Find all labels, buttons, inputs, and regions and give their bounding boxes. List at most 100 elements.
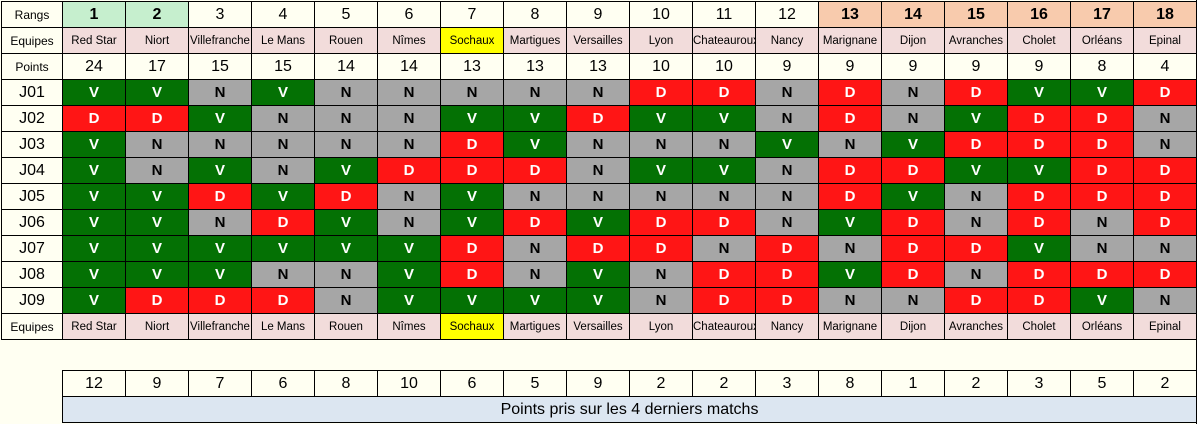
result-cell[interactable]: D [1007, 183, 1071, 210]
points-cell[interactable]: 13 [503, 53, 567, 80]
result-cell[interactable]: N [629, 131, 693, 158]
result-cell[interactable]: D [188, 287, 252, 314]
result-cell[interactable]: D [881, 235, 945, 262]
result-cell[interactable]: N [440, 79, 504, 106]
round-label[interactable]: J07 [1, 235, 63, 262]
team-cell[interactable]: Sochaux [440, 313, 504, 340]
result-cell[interactable]: V [692, 157, 756, 184]
team-cell[interactable]: Red Star [62, 313, 126, 340]
result-cell[interactable]: D [692, 287, 756, 314]
result-cell[interactable]: N [1070, 209, 1134, 236]
result-cell[interactable]: D [818, 157, 882, 184]
result-cell[interactable]: V [1007, 79, 1071, 106]
team-cell[interactable]: Versailles [566, 313, 630, 340]
points-cell[interactable]: 9 [881, 53, 945, 80]
result-cell[interactable]: V [125, 183, 189, 210]
round-label[interactable]: J08 [1, 261, 63, 288]
rank-cell[interactable]: 12 [755, 1, 819, 28]
result-cell[interactable]: D [1007, 209, 1071, 236]
round-label[interactable]: J06 [1, 209, 63, 236]
points-cell[interactable]: 9 [944, 53, 1008, 80]
team-cell[interactable]: Rouen [314, 27, 378, 54]
result-cell[interactable]: N [1070, 235, 1134, 262]
result-cell[interactable]: V [692, 105, 756, 132]
result-cell[interactable]: N [314, 105, 378, 132]
result-cell[interactable]: D [818, 105, 882, 132]
team-cell[interactable]: Avranches [944, 313, 1008, 340]
last-four-points-cell[interactable]: 1 [881, 370, 945, 397]
rank-cell[interactable]: 1 [62, 1, 126, 28]
rank-cell[interactable]: 8 [503, 1, 567, 28]
result-cell[interactable]: V [125, 235, 189, 262]
last-four-points-cell[interactable]: 7 [188, 370, 252, 397]
result-cell[interactable]: N [818, 287, 882, 314]
result-cell[interactable]: N [251, 105, 315, 132]
last-four-points-cell[interactable]: 5 [1070, 370, 1134, 397]
result-cell[interactable]: N [566, 157, 630, 184]
team-cell[interactable]: Avranches [944, 27, 1008, 54]
team-cell[interactable]: Marignane [818, 27, 882, 54]
rank-cell[interactable]: 18 [1133, 1, 1197, 28]
team-cell[interactable]: Lyon [629, 27, 693, 54]
last-four-points-cell[interactable]: 8 [818, 370, 882, 397]
result-cell[interactable]: D [188, 183, 252, 210]
result-cell[interactable]: N [755, 105, 819, 132]
team-cell[interactable]: Dijon [881, 27, 945, 54]
result-cell[interactable]: V [251, 235, 315, 262]
result-cell[interactable]: D [881, 261, 945, 288]
rank-cell[interactable]: 9 [566, 1, 630, 28]
result-cell[interactable]: N [692, 183, 756, 210]
result-cell[interactable]: N [1133, 235, 1197, 262]
result-cell[interactable]: D [881, 157, 945, 184]
result-cell[interactable]: V [251, 79, 315, 106]
result-cell[interactable]: N [377, 209, 441, 236]
points-cell[interactable]: 17 [125, 53, 189, 80]
points-cell[interactable]: 24 [62, 53, 126, 80]
result-cell[interactable]: N [881, 79, 945, 106]
result-cell[interactable]: N [881, 105, 945, 132]
rank-cell[interactable]: 2 [125, 1, 189, 28]
last-four-points-cell[interactable]: 9 [566, 370, 630, 397]
result-cell[interactable]: N [251, 157, 315, 184]
points-cell[interactable]: 14 [314, 53, 378, 80]
result-cell[interactable]: V [503, 131, 567, 158]
result-cell[interactable]: D [755, 235, 819, 262]
result-cell[interactable]: N [314, 79, 378, 106]
result-cell[interactable]: N [566, 131, 630, 158]
team-cell[interactable]: Chateauroux [692, 27, 756, 54]
result-cell[interactable]: N [314, 261, 378, 288]
result-cell[interactable]: D [629, 209, 693, 236]
result-cell[interactable]: D [1007, 287, 1071, 314]
result-cell[interactable]: D [755, 287, 819, 314]
result-cell[interactable]: V [314, 157, 378, 184]
result-cell[interactable]: V [881, 183, 945, 210]
result-cell[interactable]: N [629, 183, 693, 210]
team-cell[interactable]: Epinal [1133, 313, 1197, 340]
rank-cell[interactable]: 17 [1070, 1, 1134, 28]
result-cell[interactable]: N [1133, 105, 1197, 132]
rank-cell[interactable]: 5 [314, 1, 378, 28]
result-cell[interactable]: V [188, 157, 252, 184]
result-cell[interactable]: V [188, 105, 252, 132]
result-cell[interactable]: D [692, 261, 756, 288]
result-cell[interactable]: D [1007, 261, 1071, 288]
result-cell[interactable]: D [1070, 131, 1134, 158]
teams-label[interactable]: Equipes [1, 27, 63, 54]
result-cell[interactable]: D [818, 183, 882, 210]
points-cell[interactable]: 15 [188, 53, 252, 80]
result-cell[interactable]: N [125, 131, 189, 158]
rank-cell[interactable]: 10 [629, 1, 693, 28]
points-label[interactable]: Points [1, 53, 63, 80]
result-cell[interactable]: V [62, 209, 126, 236]
result-cell[interactable]: N [503, 183, 567, 210]
result-cell[interactable]: V [188, 261, 252, 288]
team-cell[interactable]: Villefranche [188, 313, 252, 340]
round-label[interactable]: J02 [1, 105, 63, 132]
team-cell[interactable]: Epinal [1133, 27, 1197, 54]
result-cell[interactable]: V [62, 261, 126, 288]
result-cell[interactable]: V [1007, 157, 1071, 184]
footer-teams-label[interactable]: Equipes [1, 313, 63, 340]
points-cell[interactable]: 10 [629, 53, 693, 80]
result-cell[interactable]: V [62, 79, 126, 106]
result-cell[interactable]: V [125, 79, 189, 106]
